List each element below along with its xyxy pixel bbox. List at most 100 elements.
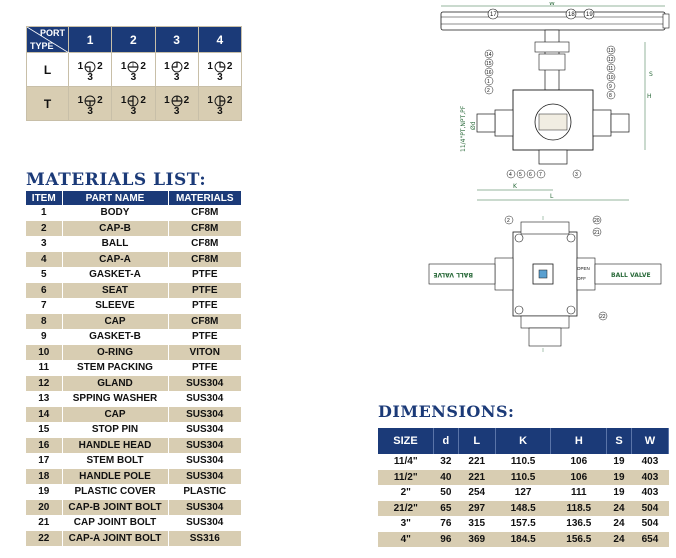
dimension-cell: 50 — [433, 485, 459, 501]
table-row: 19 PLASTIC COVER PLASTIC — [26, 484, 242, 500]
table-row: 5 GASKET-A PTFE — [26, 267, 242, 283]
svg-text:14: 14 — [486, 52, 492, 58]
part-name-cell: CAP — [62, 313, 169, 329]
material-cell: SUS304 — [168, 468, 242, 484]
dimensions-body: 11/4" 32 221 110.5 106 19 403 11/2" 40 221 110.5 10… — [378, 454, 669, 547]
plastic-cover — [662, 13, 670, 29]
corner-diagonal — [27, 27, 69, 53]
dimension-cell: 3" — [378, 516, 434, 532]
material-cell: PTFE — [168, 267, 242, 283]
material-cell: PTFE — [168, 360, 242, 376]
svg-text:10: 10 — [608, 75, 614, 81]
dimensions-header-row: SIZE d L K H S W — [378, 428, 670, 454]
material-cell: VITON — [168, 344, 242, 360]
svg-text:3: 3 — [575, 172, 578, 178]
port-header-4: 4 — [197, 26, 243, 53]
cap-a-right — [592, 109, 612, 137]
svg-text:8: 8 — [609, 93, 612, 99]
part-name-cell: HANDLE HEAD — [62, 437, 169, 453]
part-name-cell: SPPING WASHER — [62, 391, 169, 407]
item-cell: 11 — [26, 360, 63, 376]
dimension-cell: 65 — [433, 500, 459, 516]
item-cell: 9 — [26, 329, 63, 345]
dimensions-header-cell: d — [433, 428, 459, 454]
valve-plan-drawing: BALL VALVE BALL VALVE OPEN OFF 2 20 21 2… — [428, 215, 662, 352]
item-cell: 12 — [26, 375, 63, 391]
svg-text:4: 4 — [509, 172, 512, 178]
dimension-cell: 221 — [458, 469, 496, 485]
table-row: 11 STEM PACKING PTFE — [26, 360, 242, 376]
t-port-1-icon — [84, 95, 96, 107]
dim-w-label: W — [549, 2, 555, 7]
dimensions-title: DIMENSIONS: — [378, 402, 515, 421]
svg-text:13: 13 — [608, 48, 614, 54]
item-cell: 20 — [26, 499, 63, 515]
table-row: 9 GASKET-B PTFE — [26, 329, 242, 345]
part-name-cell: CAP — [62, 406, 169, 422]
dimension-cell: 148.5 — [495, 500, 551, 516]
material-cell: SUS304 — [168, 391, 242, 407]
svg-text:17: 17 — [490, 12, 497, 18]
part-name-cell: BALL — [62, 236, 169, 252]
t-port-3-icon — [171, 95, 183, 107]
table-row: 8 CAP CF8M — [26, 313, 242, 329]
item-cell: 14 — [26, 406, 63, 422]
dimensions-header-cell: S — [606, 428, 632, 454]
table-row: 6 SEAT PTFE — [26, 282, 242, 298]
svg-text:11: 11 — [608, 66, 613, 72]
material-cell: SUS304 — [168, 375, 242, 391]
table-row: 11/4" 32 221 110.5 106 19 403 — [378, 454, 669, 470]
dim-s-label: S — [649, 71, 653, 78]
table-row: 10 O-RING VITON — [26, 344, 242, 360]
item-cell: 18 — [26, 468, 63, 484]
cap-b — [538, 149, 568, 165]
svg-text:19: 19 — [586, 12, 593, 18]
type-label-l: L — [26, 52, 69, 87]
dimensions-header-cell: W — [631, 428, 670, 454]
table-row: 3 BALL CF8M — [26, 236, 242, 252]
type-label-t: T — [26, 86, 69, 121]
port-header-row: PORT TYPE 1 2 3 4 — [26, 26, 243, 53]
dimensions-header-cell: SIZE — [378, 428, 434, 454]
material-cell: SUS304 — [168, 499, 242, 515]
table-row: 2 CAP-B CF8M — [26, 220, 242, 236]
part-name-cell: PLASTIC COVER — [62, 484, 169, 500]
dimension-cell: 254 — [458, 485, 496, 501]
dimension-cell: 654 — [631, 531, 669, 547]
plan-handle-right — [594, 263, 662, 285]
l-port-1-icon — [84, 61, 96, 73]
svg-text:2: 2 — [507, 218, 510, 224]
material-cell: PTFE — [168, 329, 242, 345]
side-thread-text: 11/4"PT,NPT,PF — [460, 105, 467, 152]
materials-header-row: ITEM PART NAME MATERIALS — [26, 191, 242, 205]
dim-l-label: L — [550, 193, 554, 200]
table-row: 22 CAP-A JOINT BOLT SS316 — [26, 530, 242, 546]
part-name-cell: GASKET-A — [62, 267, 169, 283]
material-cell: CF8M — [168, 251, 242, 267]
l-port-4-icon — [214, 61, 226, 73]
material-cell: SUS304 — [168, 453, 242, 469]
svg-text:15: 15 — [486, 61, 492, 67]
material-cell: CF8M — [168, 313, 242, 329]
side-d-text: Ød — [470, 121, 477, 130]
table-row: 21/2" 65 297 148.5 118.5 24 504 — [378, 500, 669, 516]
dimension-cell: 11/4" — [378, 454, 434, 470]
item-cell: 4 — [26, 251, 63, 267]
dim-k-label: K — [513, 183, 518, 190]
table-row: 12 GLAND SUS304 — [26, 375, 242, 391]
dimension-cell: 19 — [606, 454, 632, 470]
port-header-2: 2 — [111, 26, 156, 53]
dimension-cell: 156.5 — [550, 531, 607, 547]
valve-elevation-drawing: W H L K S 11/4"PT,NPT,PF Ød 17 18 19 13 … — [440, 2, 670, 201]
table-row: 3" 76 315 157.5 136.5 24 504 — [378, 516, 669, 532]
svg-text:2: 2 — [487, 88, 490, 94]
handle-head — [534, 41, 570, 53]
dimension-cell: 369 — [458, 531, 496, 547]
dimension-cell: 118.5 — [550, 500, 607, 516]
